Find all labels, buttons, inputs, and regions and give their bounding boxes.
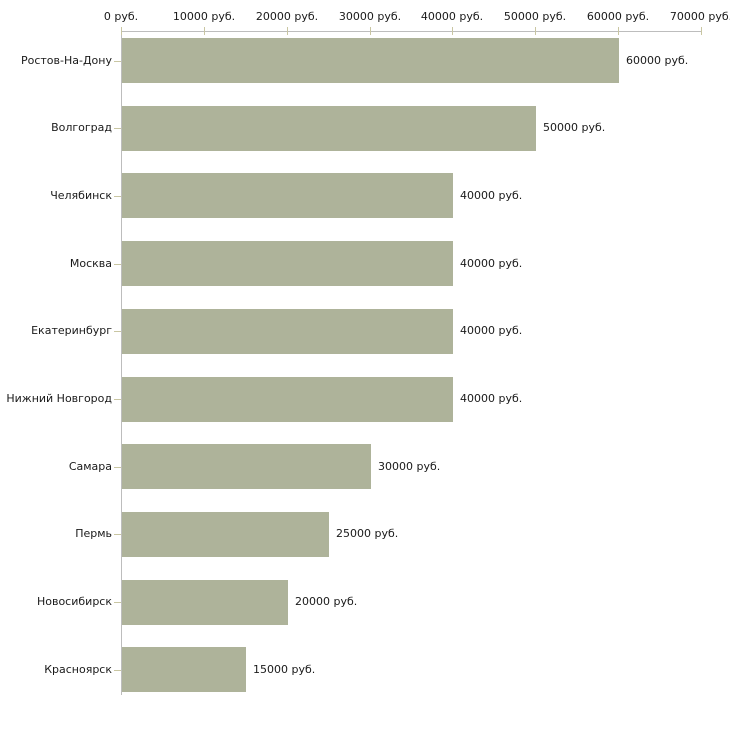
bar-value-label: 60000 руб. xyxy=(626,54,689,67)
y-axis-tick-mark xyxy=(114,670,121,671)
bar-value-label: 30000 руб. xyxy=(378,460,441,473)
category-label: Новосибирск xyxy=(36,595,112,608)
category-label: Челябинск xyxy=(50,189,112,202)
bar-value-label: 40000 руб. xyxy=(460,324,523,337)
bar-value-label: 15000 руб. xyxy=(253,663,316,676)
x-axis-tick-label: 50000 руб. xyxy=(503,10,567,23)
category-label: Красноярск xyxy=(44,663,112,676)
bar-value-label: 20000 руб. xyxy=(295,595,358,608)
x-axis-tick-mark xyxy=(701,27,702,35)
y-axis-tick-mark xyxy=(114,331,121,332)
y-axis-tick-mark xyxy=(114,128,121,129)
bar-value-label: 40000 руб. xyxy=(460,189,523,202)
x-axis-tick-mark xyxy=(121,27,122,35)
x-axis-tick-label: 40000 руб. xyxy=(420,10,484,23)
category-label: Волгоград xyxy=(51,121,112,134)
x-axis-tick-mark xyxy=(535,27,536,35)
y-axis-tick-mark xyxy=(114,534,121,535)
bar xyxy=(122,173,453,218)
bar-value-label: 40000 руб. xyxy=(460,257,523,270)
category-label: Нижний Новгород xyxy=(6,392,112,405)
bar xyxy=(122,512,329,557)
x-axis-tick-mark xyxy=(287,27,288,35)
y-axis-tick-mark xyxy=(114,61,121,62)
bar xyxy=(122,241,453,286)
bar-value-label: 25000 руб. xyxy=(336,527,399,540)
bar xyxy=(122,106,536,151)
x-axis-tick-mark xyxy=(452,27,453,35)
bar-value-label: 40000 руб. xyxy=(460,392,523,405)
x-axis-tick-mark xyxy=(618,27,619,35)
x-axis-tick-mark xyxy=(204,27,205,35)
x-axis-tick-label: 20000 руб. xyxy=(255,10,319,23)
x-axis-tick-label: 30000 руб. xyxy=(338,10,402,23)
bar xyxy=(122,309,453,354)
x-axis-tick-mark xyxy=(370,27,371,35)
category-label: Самара xyxy=(68,460,112,473)
bar xyxy=(122,38,619,83)
bar xyxy=(122,647,246,692)
bar xyxy=(122,444,371,489)
bar xyxy=(122,580,288,625)
y-axis-line xyxy=(121,31,122,695)
category-label: Пермь xyxy=(75,527,112,540)
x-axis-tick-label: 70000 руб. xyxy=(669,10,730,23)
category-label: Екатеринбург xyxy=(31,324,112,337)
y-axis-tick-mark xyxy=(114,399,121,400)
y-axis-tick-mark xyxy=(114,467,121,468)
category-label: Москва xyxy=(69,257,112,270)
x-axis-tick-label: 10000 руб. xyxy=(172,10,236,23)
x-axis-line xyxy=(121,31,701,32)
x-axis-tick-label: 0 руб. xyxy=(103,10,139,23)
y-axis-tick-mark xyxy=(114,264,121,265)
y-axis-tick-mark xyxy=(114,602,121,603)
y-axis-tick-mark xyxy=(114,196,121,197)
x-axis-tick-label: 60000 руб. xyxy=(586,10,650,23)
bar-value-label: 50000 руб. xyxy=(543,121,606,134)
category-label: Ростов-На-Дону xyxy=(20,54,112,67)
bar xyxy=(122,377,453,422)
